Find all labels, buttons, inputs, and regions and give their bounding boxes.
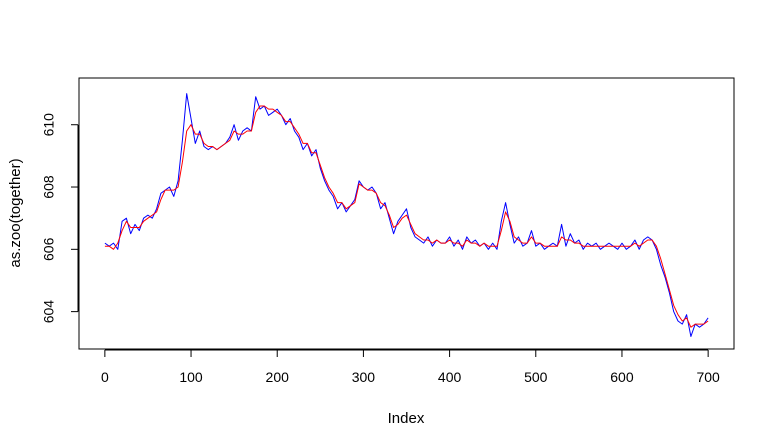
y-tick-label: 604 [41, 300, 57, 324]
x-axis: 0 100 200 300 400 500 600 700 [101, 349, 720, 385]
series-line-smoothed [104, 105, 709, 328]
x-tick-label: 400 [438, 369, 462, 385]
series-line-raw [104, 93, 709, 337]
x-tick-label: 0 [101, 369, 109, 385]
x-tick-label: 300 [352, 369, 376, 385]
x-tick-label: 600 [610, 369, 634, 385]
y-axis: 604 606 608 610 [41, 113, 79, 324]
x-tick-label: 100 [179, 369, 203, 385]
y-tick-label: 608 [41, 175, 57, 199]
series-layer [104, 93, 709, 337]
y-tick-label: 606 [41, 237, 57, 261]
x-axis-title: Index [388, 410, 425, 427]
plot-frame [78, 77, 735, 350]
y-tick-label: 610 [41, 113, 57, 137]
x-tick-label: 700 [696, 369, 720, 385]
y-axis-title: as.zoo(together) [7, 158, 24, 267]
x-tick-label: 500 [524, 369, 548, 385]
x-tick-label: 200 [266, 369, 290, 385]
